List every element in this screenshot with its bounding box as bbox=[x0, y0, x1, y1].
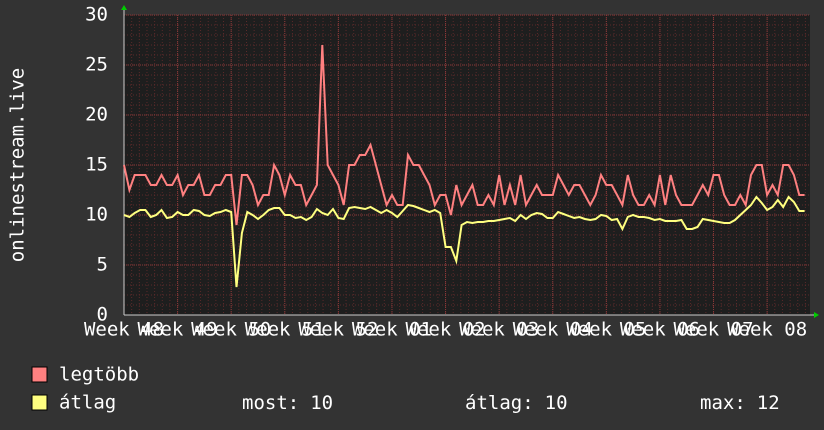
series-line bbox=[123, 195, 805, 288]
x-tick-label: Week 07 bbox=[673, 319, 753, 341]
y-tick-label: 0 bbox=[97, 304, 108, 326]
y-axis-arrow bbox=[121, 5, 127, 10]
stat-value: 10 bbox=[545, 392, 568, 414]
x-tick-label: Week 05 bbox=[566, 319, 646, 341]
x-tick-label: Week 08 bbox=[727, 319, 807, 341]
y-tick-label: 25 bbox=[85, 54, 108, 76]
y-tick-label: 20 bbox=[85, 104, 108, 126]
x-tick-label: Week 01 bbox=[352, 319, 432, 341]
y-tick-label: 15 bbox=[85, 154, 108, 176]
legend-label: legtöbb bbox=[59, 364, 139, 386]
x-tick-label: Week 04 bbox=[513, 319, 593, 341]
series-line bbox=[123, 44, 805, 226]
stat: most: 10 bbox=[242, 392, 333, 414]
stat-label: átlag: bbox=[465, 392, 534, 414]
x-tick-label: Week 02 bbox=[406, 319, 486, 341]
y-tick-label: 10 bbox=[85, 204, 108, 226]
stat-value: 10 bbox=[310, 392, 333, 414]
x-tick-label: Week 52 bbox=[298, 319, 378, 341]
x-tick-label: Week 06 bbox=[620, 319, 700, 341]
legend-swatch bbox=[31, 394, 48, 411]
stat: max: 12 bbox=[700, 392, 780, 414]
y-tick-label: 5 bbox=[97, 254, 108, 276]
stat: átlag: 10 bbox=[465, 392, 568, 414]
y-axis-label: onlinestream.live bbox=[7, 68, 29, 262]
stat-value: 12 bbox=[757, 392, 780, 414]
stat-label: max: bbox=[700, 392, 746, 414]
x-tick-label: Week 48 bbox=[84, 319, 164, 341]
legend-label: átlag bbox=[59, 392, 116, 414]
x-tick-label: Week 50 bbox=[191, 319, 271, 341]
x-tick-label: Week 51 bbox=[245, 319, 325, 341]
x-tick-label: Week 49 bbox=[138, 319, 218, 341]
stat-label: most: bbox=[242, 392, 299, 414]
x-axis-arrow bbox=[814, 312, 819, 318]
legend-swatch bbox=[31, 366, 48, 383]
y-tick-label: 30 bbox=[85, 4, 108, 26]
x-tick-label: Week 03 bbox=[459, 319, 539, 341]
